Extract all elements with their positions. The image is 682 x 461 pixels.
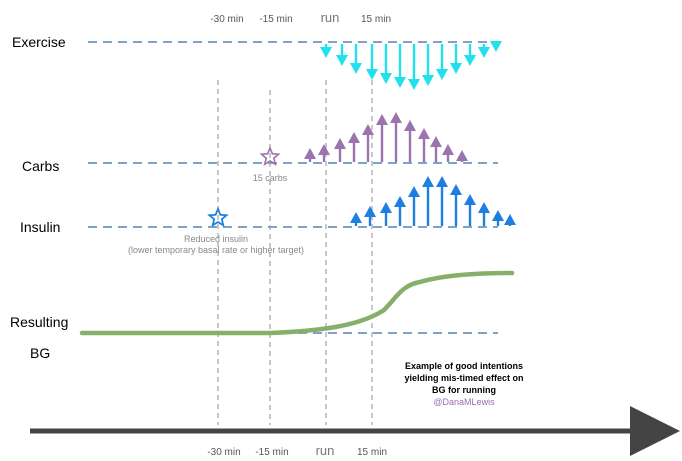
down-arrow-icon (490, 41, 502, 52)
bottom-label-run: run (316, 443, 335, 458)
up-arrow-icon (430, 136, 442, 162)
carbs-arrows (304, 112, 468, 162)
up-arrow-icon (422, 176, 434, 226)
time-guides (217, 80, 373, 425)
up-arrow-icon (442, 144, 454, 162)
caption-line3: BG for running (432, 385, 496, 395)
top-label-plus-15: 15 min (361, 14, 391, 25)
up-arrow-icon (364, 206, 376, 226)
insulin-note-line1: Reduced insulin (184, 234, 248, 244)
down-arrow-icon (350, 44, 362, 74)
up-arrow-icon (394, 196, 406, 226)
up-arrow-icon (408, 186, 420, 226)
row-label-resulting: Resulting (10, 314, 68, 330)
down-arrow-icon (464, 44, 476, 66)
down-arrow-icon (450, 44, 462, 74)
up-arrow-icon (436, 176, 448, 226)
up-arrow-icon (418, 128, 430, 162)
caption-credit: @DanaMLewis (433, 397, 495, 407)
bottom-label-minus-30: -30 min (207, 447, 240, 458)
row-label-bg: BG (30, 345, 50, 361)
up-arrow-icon (348, 132, 360, 162)
up-arrow-icon (390, 112, 402, 162)
insulin-note-line2: (lower temporary basal rate or higher ta… (128, 245, 304, 255)
bg-curve (79, 270, 515, 336)
up-arrow-icon (464, 194, 476, 226)
up-arrow-icon (376, 114, 388, 162)
up-arrow-icon (304, 148, 316, 162)
carbs-note: 15 carbs (253, 173, 288, 183)
up-arrow-icon (504, 214, 516, 226)
down-arrow-icon (408, 44, 420, 90)
down-arrow-icon (336, 44, 348, 66)
down-arrow-icon (394, 44, 406, 88)
up-arrow-icon (492, 210, 504, 226)
up-arrow-icon (478, 202, 490, 226)
up-arrow-icon (350, 212, 362, 226)
up-arrow-icon (334, 138, 346, 162)
bottom-label-plus-15: 15 min (357, 447, 387, 458)
up-arrow-icon (318, 144, 330, 162)
row-label-exercise: Exercise (12, 34, 66, 50)
up-arrow-icon (456, 150, 468, 162)
down-arrow-icon (366, 44, 378, 80)
up-arrow-icon (404, 120, 416, 162)
top-label-minus-30: -30 min (210, 14, 243, 25)
bottom-label-minus-15: -15 min (255, 447, 288, 458)
up-arrow-icon (380, 202, 392, 226)
up-arrow-icon (362, 124, 374, 162)
down-arrow-icon (478, 44, 490, 58)
top-label-run: run (321, 10, 340, 25)
down-arrow-icon (436, 44, 448, 80)
top-label-minus-15: -15 min (259, 14, 292, 25)
up-arrow-icon (450, 184, 462, 226)
carbs-star-icon (259, 145, 281, 167)
down-arrow-icon (380, 44, 392, 84)
caption-line1: Example of good intentions (405, 361, 523, 371)
insulin-arrows (350, 176, 516, 226)
row-label-carbs: Carbs (22, 158, 59, 174)
insulin-star-icon (207, 206, 229, 228)
down-arrow-icon (320, 44, 332, 58)
caption-line2: yielding mis-timed effect on (404, 373, 523, 383)
exercise-arrows (320, 41, 502, 90)
row-label-insulin: Insulin (20, 219, 60, 235)
down-arrow-icon (422, 44, 434, 86)
